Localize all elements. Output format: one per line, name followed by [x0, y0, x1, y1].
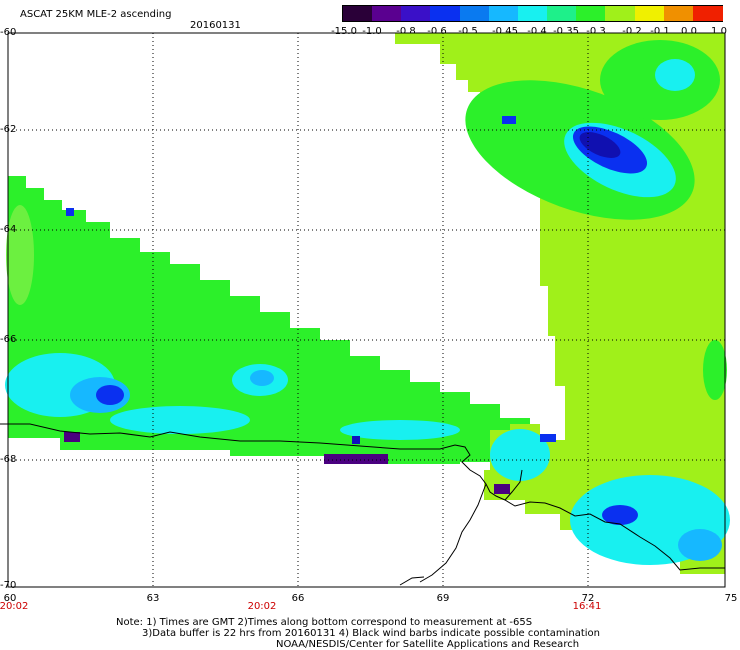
colorbar-swatch [663, 6, 694, 21]
colorbar-label: -0.35 [553, 26, 579, 37]
wind-feature-darkblue [579, 132, 621, 158]
time-label: 20:02 [247, 601, 277, 612]
colorbar-label: -0.6 [427, 26, 447, 37]
wind-feature-cyan [490, 429, 550, 481]
colorbar-swatch [488, 6, 519, 21]
data-swaths [5, 33, 730, 574]
wind-feature-sky [678, 529, 722, 561]
colorbar-swatch [343, 6, 373, 21]
colorbar-swatch [692, 6, 723, 21]
chart-title: ASCAT 25KM MLE-2 ascending [20, 9, 172, 20]
coastline-inland-2 [399, 576, 425, 586]
grid-lines [8, 33, 725, 587]
wind-feature-cyan [110, 406, 250, 434]
contamination-cell [64, 432, 80, 442]
colorbar-swatch [430, 6, 461, 21]
wind-feature-green [703, 340, 727, 400]
colorbar-label: -0.2 [622, 26, 642, 37]
contamination-cell [494, 484, 510, 494]
colorbar-swatch [459, 6, 490, 21]
colorbar-label: -0.5 [458, 26, 478, 37]
time-label: 16:41 [572, 601, 602, 612]
wind-cell-blue [352, 436, 360, 444]
footer-note-2: 3)Data buffer is 22 hrs from 20160131 4)… [142, 628, 600, 639]
y-axis-label: -64 [0, 224, 17, 235]
x-axis-label: 75 [724, 593, 738, 604]
colorbar-swatch [576, 6, 606, 21]
x-axis-label: 72 [581, 593, 595, 604]
footer-credit: NOAA/NESDIS/Center for Satellite Applica… [276, 639, 580, 650]
coastline [0, 423, 725, 571]
contamination-cell [324, 454, 388, 464]
wind-feature-cyan [340, 420, 460, 440]
colorbar-label: 0.0 [681, 26, 697, 37]
wind-feature-lime [6, 205, 34, 305]
x-axis-label: 66 [291, 593, 305, 604]
chart-date: 20160131 [190, 20, 241, 31]
wind-feature-blue [602, 505, 638, 525]
colorbar-swatch [605, 6, 636, 21]
colorbar-label: -0.1 [650, 26, 670, 37]
colorbar-swatch [547, 6, 577, 21]
colorbar [342, 5, 723, 22]
swath-left [8, 176, 555, 464]
colorbar-label: -0.45 [492, 26, 518, 37]
colorbar-swatch [517, 6, 548, 21]
colorbar-label: -0.8 [396, 26, 416, 37]
colorbar-label: 1.0 [711, 26, 727, 37]
y-axis-label: -60 [0, 27, 17, 38]
wind-feature-blue [96, 385, 124, 405]
map-frame [7, 32, 726, 588]
wind-cell-blue [502, 116, 516, 124]
x-axis-label: 69 [436, 593, 450, 604]
colorbar-swatch [401, 6, 432, 21]
colorbar-label: -15.0 [331, 26, 357, 37]
wind-feature-cyan [655, 59, 695, 91]
x-axis-label: 63 [146, 593, 160, 604]
wind-cell-blue [66, 208, 74, 216]
y-axis-label: -70 [0, 580, 17, 591]
footer-note-1: Note: 1) Times are GMT 2)Times along bot… [116, 617, 533, 628]
y-axis-label: -66 [0, 334, 17, 345]
wind-feature-sky [250, 370, 274, 386]
colorbar-label: -1.0 [362, 26, 382, 37]
colorbar-swatch [372, 6, 402, 21]
coastline-inland [419, 483, 487, 583]
x-axis-label: 60 [3, 593, 17, 604]
colorbar-label: -0.4 [527, 26, 547, 37]
wind-cell-blue [540, 434, 556, 442]
y-axis-label: -68 [0, 454, 17, 465]
y-axis-label: -62 [0, 124, 17, 135]
coastline-inland-3 [504, 469, 523, 501]
time-label: 20:02 [0, 601, 29, 612]
colorbar-swatch [634, 6, 665, 21]
colorbar-label: -0.3 [586, 26, 606, 37]
